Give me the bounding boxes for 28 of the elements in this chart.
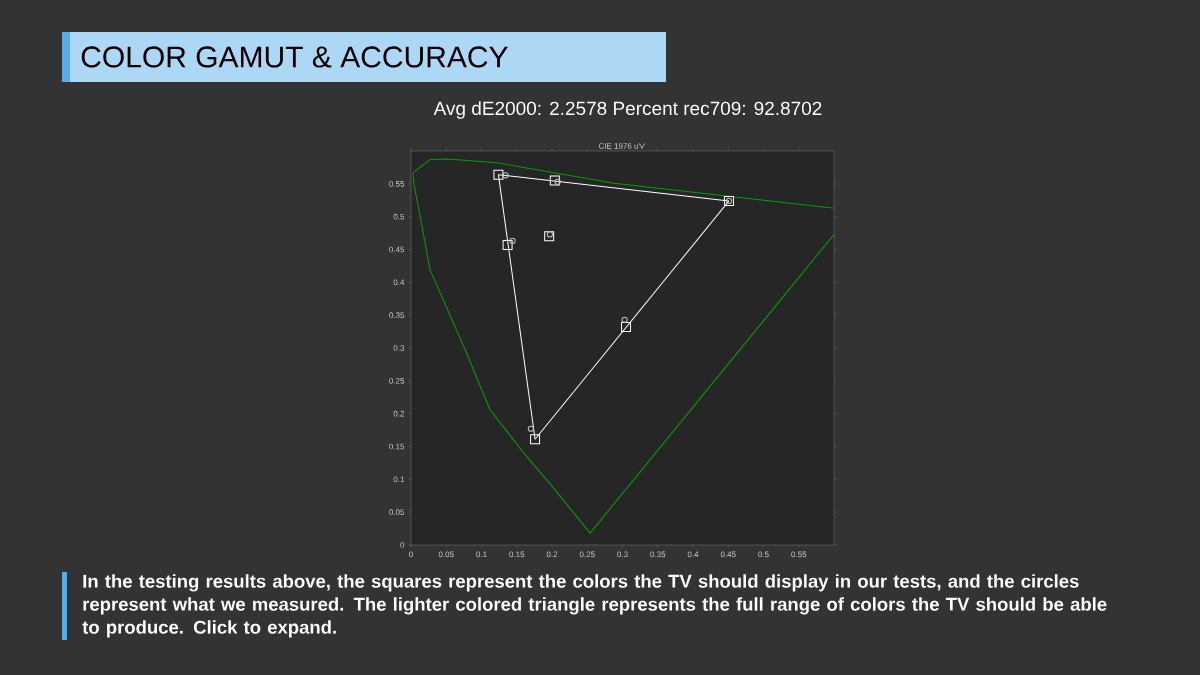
x-tick-label: 0.25 (579, 551, 595, 558)
x-tick-label: 0.3 (617, 551, 628, 558)
chart-title: COLOR GAMUT & ACCURACY (81, 46, 508, 68)
y-tick-label: 0.3 (393, 345, 405, 351)
x-tick-label: 0.4 (687, 551, 699, 558)
x-tick-label: 0.55 (791, 551, 807, 558)
x-tick-label: 0.5 (758, 551, 769, 558)
y-tick-label: 0.45 (389, 246, 405, 253)
y-tick-label: 0.1 (393, 476, 405, 483)
y-tick-label: 0.4 (393, 279, 405, 286)
y-tick-label: 0.05 (389, 509, 405, 515)
y-tick-label: 0.5 (393, 213, 405, 220)
y-tick-label: 0 (400, 542, 405, 548)
x-tick-label: 0.45 (720, 551, 736, 558)
x-tick-label: 0.35 (650, 551, 666, 558)
y-tick-label: 0.35 (389, 312, 405, 318)
y-tick-label: 0.25 (389, 378, 405, 384)
y-tick-label: 0.15 (389, 443, 405, 450)
x-tick-label: 0.15 (509, 551, 525, 558)
text: In the testing results above, the squares represent the colors the TV should display in our tests, and the circles represent what we measured. The lighter colored triangle represents the full range of colors the TV should be able to produce. Click to expand. (82, 574, 1107, 638)
text: CIE 1976 u'v' (598, 143, 646, 149)
y-tick-label: 0.55 (389, 181, 405, 187)
x-tick-label: 0.05 (438, 551, 454, 558)
x-tick-label: 0.1 (476, 551, 487, 558)
x-tick-label: 0.2 (546, 551, 558, 558)
x-tick-label: 0 (409, 551, 413, 558)
y-tick-label: 0.2 (393, 410, 405, 417)
chart-subtitle: Avg dE2000: 2.2578 Percent rec709: 92.8702 (433, 101, 822, 119)
